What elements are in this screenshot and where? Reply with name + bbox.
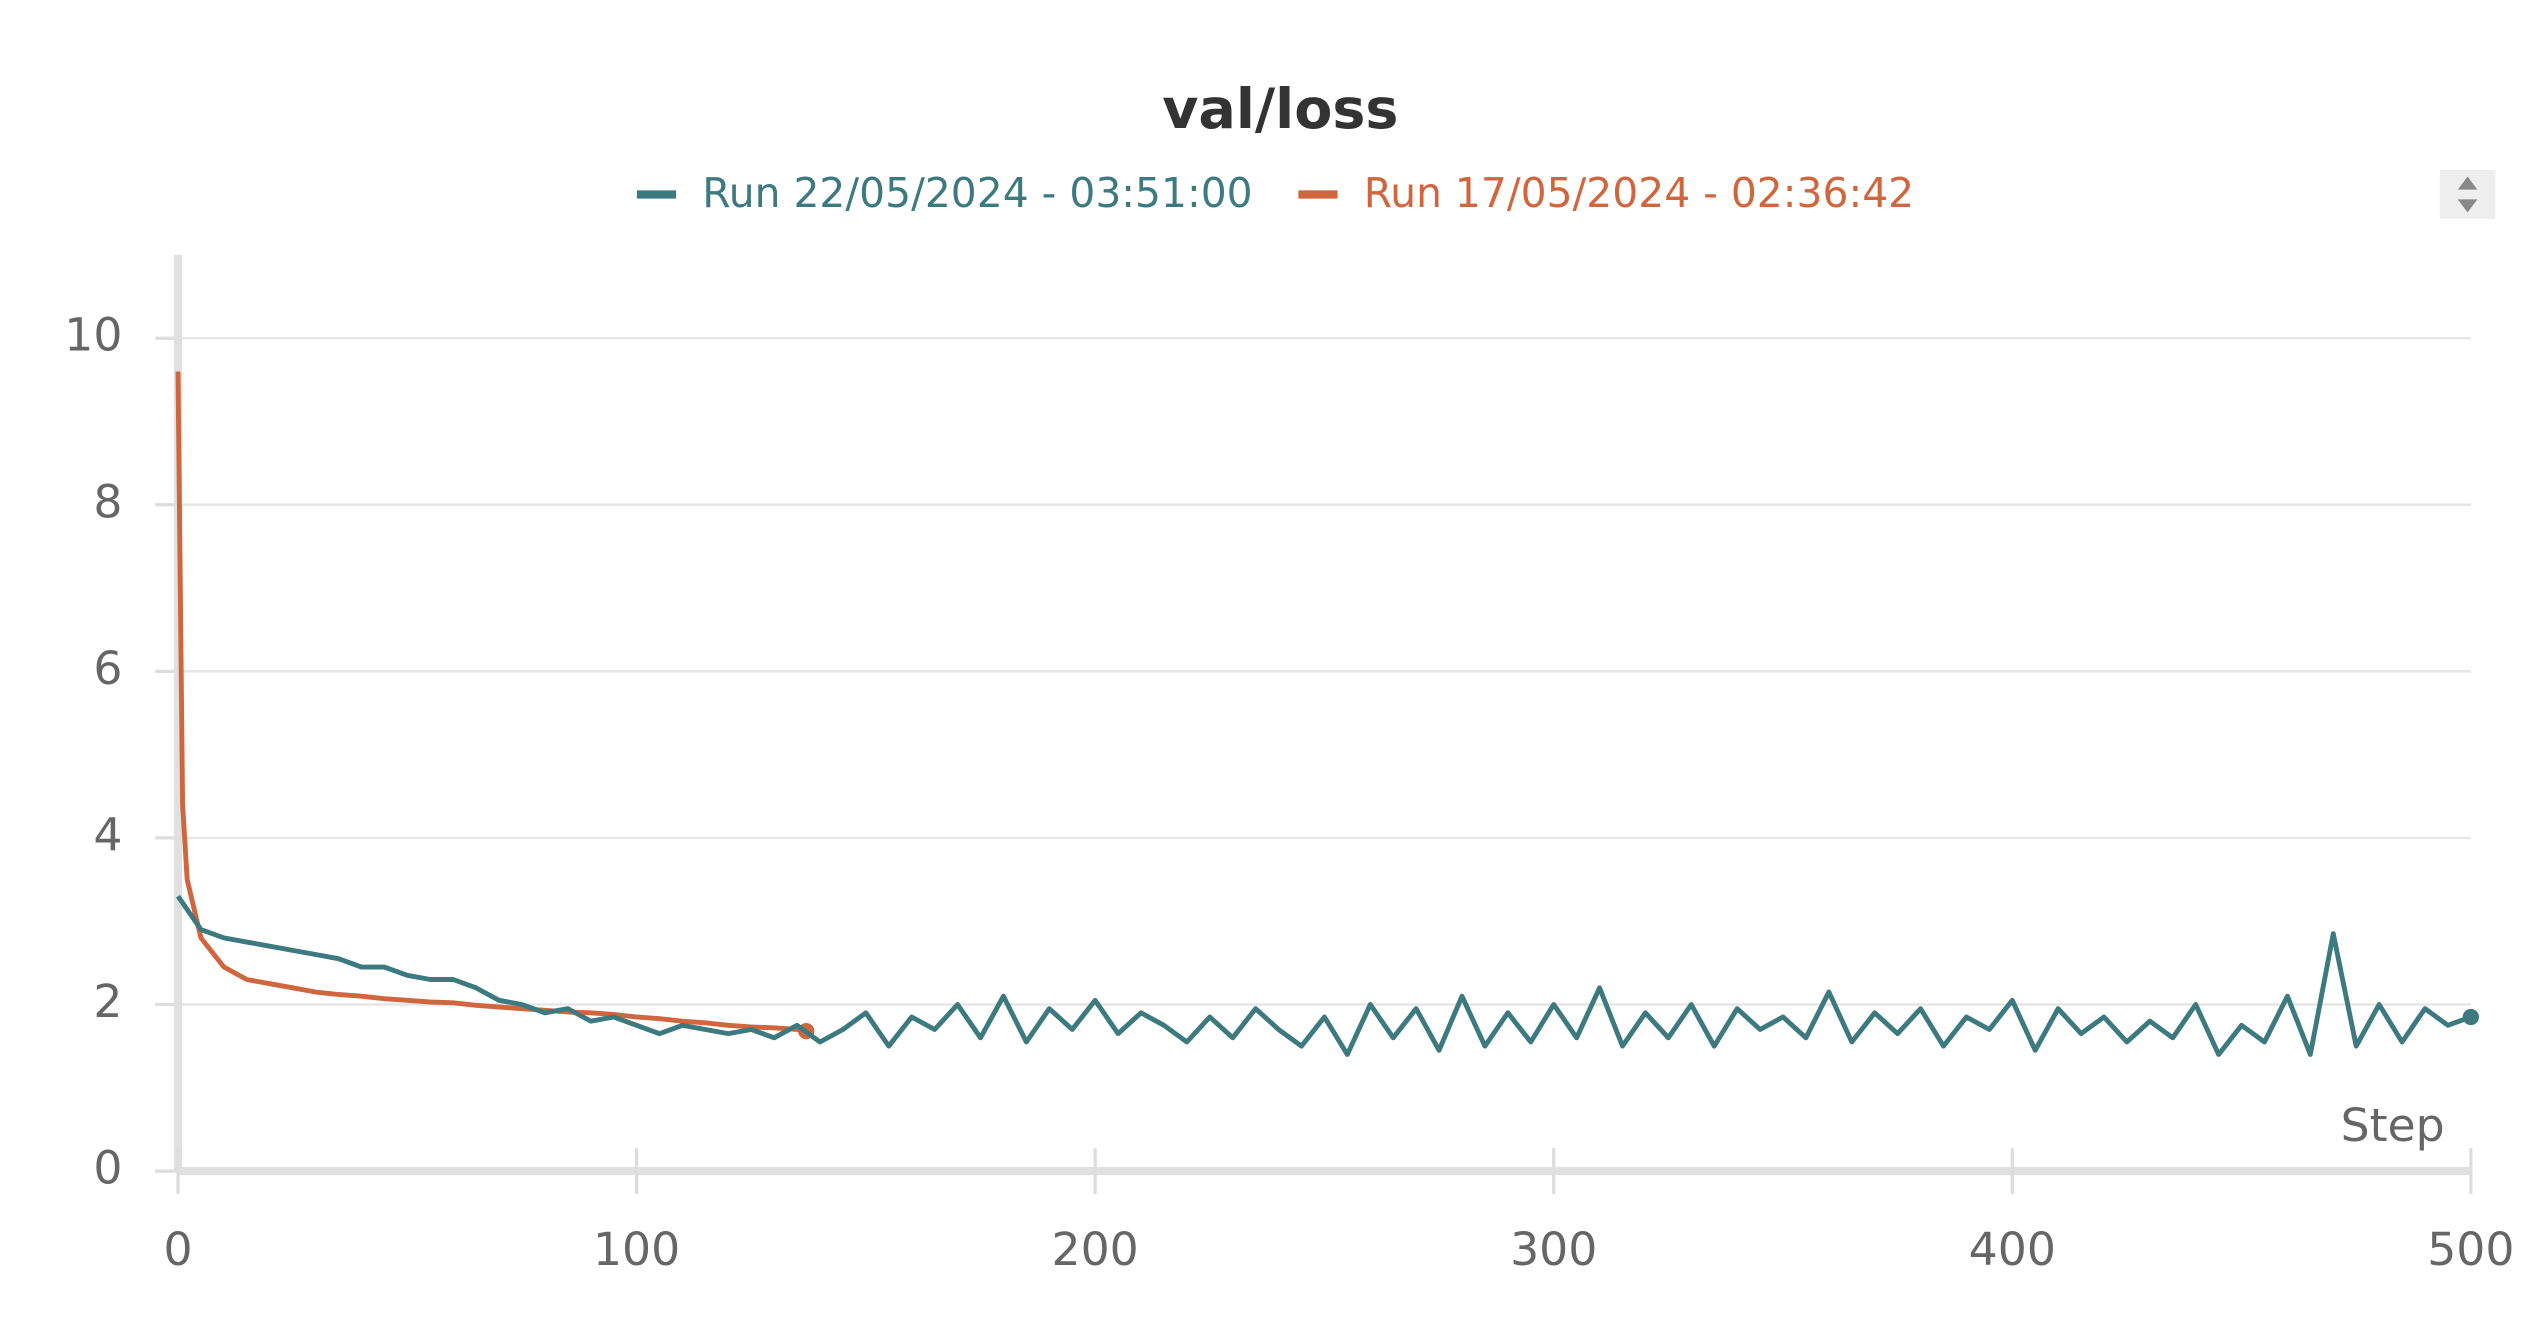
settings-icon[interactable] [2439,169,2496,219]
y-tick-label: 10 [64,309,122,362]
x-tick-label: 0 [163,1223,192,1276]
end-marker [2462,1008,2480,1026]
x-tick-label: 200 [1052,1223,1139,1276]
legend-label: Run 22/05/2024 - 03:51:00 [702,169,1252,217]
x-tick-label: 100 [593,1223,680,1276]
y-tick-label: 4 [93,808,122,861]
x-axis-label: Step [2341,1099,2445,1152]
x-tick-label: 400 [1969,1223,2056,1276]
x-tick-label: 300 [1510,1223,1597,1276]
y-tick-label: 2 [93,975,122,1028]
y-tick-label: 0 [93,1142,122,1195]
series-line [175,371,807,1034]
chart-title: val/loss [1162,77,1398,142]
legend-label: Run 17/05/2024 - 02:36:42 [1364,169,1914,217]
y-tick-label: 8 [93,475,122,528]
series-line [175,894,2472,1057]
x-tick-label: 500 [2427,1223,2514,1276]
y-tick-label: 6 [93,642,122,695]
